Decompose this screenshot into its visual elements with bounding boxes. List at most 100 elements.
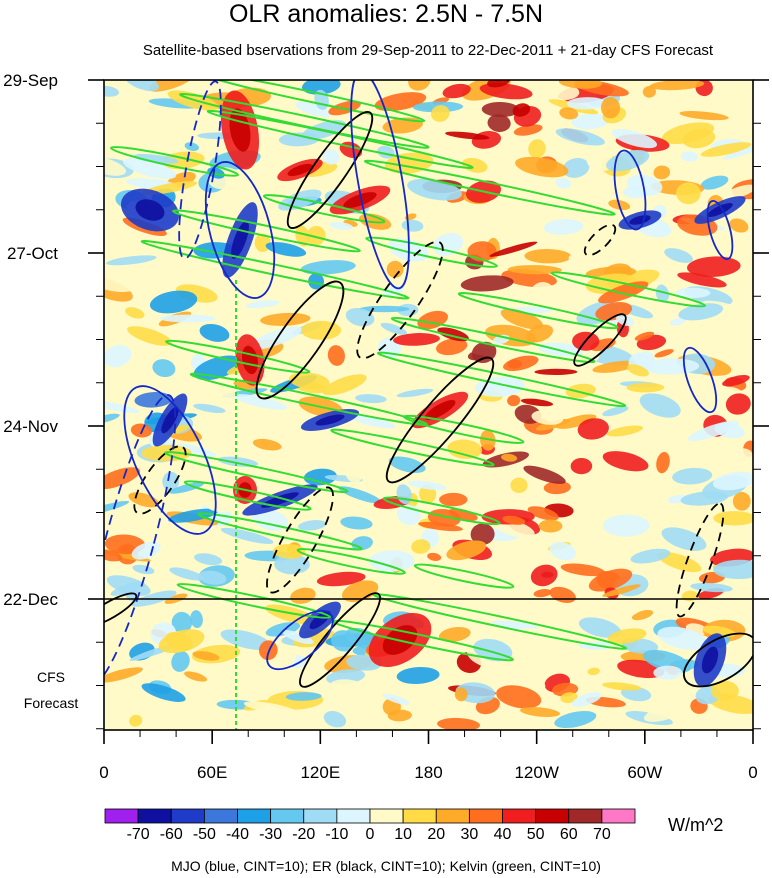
field-cell [407, 480, 447, 491]
field-cell [702, 625, 736, 638]
field-cell [461, 158, 488, 173]
colorbar-swatch [170, 808, 205, 824]
field-cell [568, 254, 590, 266]
field-cell [680, 491, 729, 506]
field-cell [301, 80, 341, 95]
field-cell [657, 551, 702, 573]
field-cell [162, 471, 180, 491]
field-cell [700, 142, 752, 157]
field-cell [446, 540, 487, 561]
field-cell [722, 375, 750, 387]
mjo-contour [123, 385, 217, 535]
wave-contours [104, 80, 753, 730]
colorbar-swatch [203, 808, 238, 824]
field-cell [177, 443, 217, 457]
field-cell [611, 129, 658, 149]
field-cell [487, 599, 542, 615]
field-cell [295, 225, 310, 247]
field-cell [123, 158, 177, 180]
field-cell [437, 717, 481, 730]
kelvin-contour [376, 351, 627, 408]
mjo-contour [104, 394, 177, 686]
colorbar-tick-label: 60 [560, 826, 578, 843]
field-cell [513, 124, 543, 136]
field-cell [171, 650, 190, 672]
kelvin-contour [365, 236, 498, 268]
field-cell [501, 453, 518, 462]
colorbar-tick-label: -40 [226, 826, 249, 843]
field-cell [661, 527, 707, 551]
field-cell [158, 629, 205, 654]
colorbar: -70 -60 -50 -40 -30 -20 -10 0 10 20 30 40 50 60 70 [104, 808, 636, 843]
field-cell [578, 617, 622, 638]
field-cell [411, 539, 431, 554]
field-cell [137, 112, 182, 134]
field-cell [642, 85, 656, 98]
colorbar-tick-label: 70 [593, 826, 611, 843]
field-cell [442, 83, 471, 99]
field-cell [538, 519, 563, 533]
kelvin-contour [382, 496, 501, 526]
field-cell [649, 80, 705, 91]
field-cell [323, 711, 347, 728]
field-cell [343, 192, 377, 208]
field-cell [507, 394, 521, 407]
field-cell [133, 153, 179, 164]
field-cell [512, 103, 531, 117]
field-cell [220, 629, 272, 650]
field-cell [329, 221, 354, 230]
field-cell [288, 372, 330, 390]
colorbar-tick-label: 0 [366, 826, 375, 843]
field-cell [606, 425, 644, 437]
x-tick-label: 120E [300, 763, 340, 782]
field-cell [672, 467, 713, 485]
field-cell [571, 692, 602, 707]
x-tick-label: 0 [748, 763, 757, 782]
field-cell [533, 589, 552, 598]
field-cell [700, 175, 729, 190]
field-cell [135, 199, 165, 221]
field-cell [713, 511, 753, 526]
field-cell [515, 156, 569, 178]
colorbar-tick-label: -30 [259, 826, 282, 843]
kelvin-contour [330, 428, 495, 467]
kelvin-contour [296, 548, 406, 575]
kelvin-contour [110, 146, 239, 177]
x-tick-label: 180 [414, 763, 442, 782]
field-cell [470, 523, 495, 546]
field-cell [675, 287, 711, 299]
field-cell [171, 611, 193, 634]
field-cell [194, 553, 223, 566]
field-cell [510, 477, 528, 494]
field-cell [159, 314, 216, 323]
field-cell [543, 481, 571, 495]
field-cell [134, 392, 173, 408]
field-cell [502, 515, 526, 525]
field-cell [600, 97, 621, 119]
mjo-contour [613, 149, 647, 231]
field-cell [657, 626, 708, 650]
kelvin-contour [176, 582, 332, 619]
kelvin-contour [189, 372, 428, 426]
field-cell [588, 568, 633, 592]
field-cell [199, 323, 230, 342]
field-cell [106, 255, 157, 266]
field-cell [104, 264, 130, 277]
field-cell [496, 685, 542, 709]
kelvin-contour [164, 451, 349, 494]
field-cell [104, 344, 132, 368]
kelvin-contour [402, 414, 525, 445]
field-cell [676, 182, 701, 205]
er-contour [573, 313, 627, 367]
field-cell [714, 422, 745, 439]
field-cell [246, 300, 280, 309]
field-cell [326, 329, 378, 351]
mjo-contour [706, 200, 734, 260]
field-cell [408, 80, 431, 91]
field-cell [393, 333, 440, 346]
colorbar-swatch [270, 808, 305, 824]
kelvin-contour [183, 480, 312, 511]
field-cell [555, 178, 572, 189]
field-cell [655, 284, 669, 303]
field-cell [577, 418, 609, 440]
